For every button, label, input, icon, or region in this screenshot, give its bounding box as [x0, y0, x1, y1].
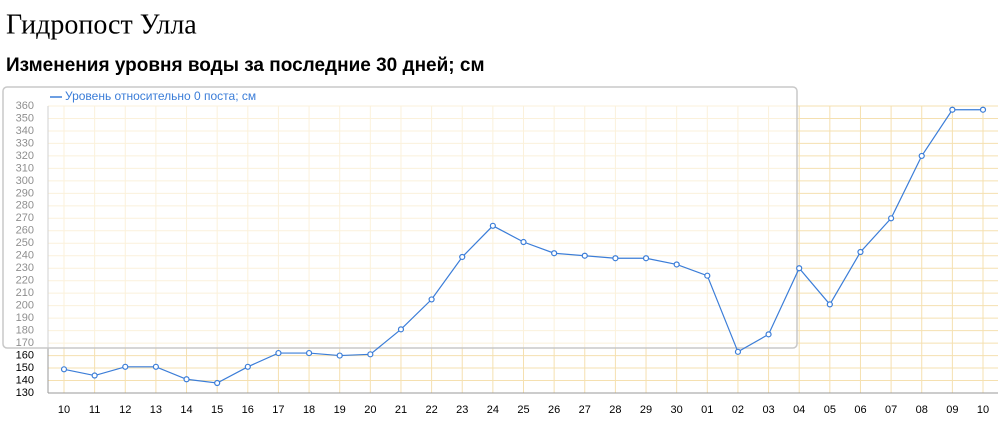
data-point [551, 250, 558, 257]
data-point [734, 348, 742, 355]
x-tick-label: 17 [272, 404, 284, 416]
x-tick-label: 18 [303, 404, 315, 416]
data-point [857, 248, 864, 256]
y-tick-label: 130 [16, 387, 34, 399]
data-point [152, 363, 159, 370]
x-tick-label: 12 [119, 404, 131, 416]
x-tick-label: 14 [180, 404, 192, 416]
data-point [336, 352, 343, 359]
legend-box [2, 86, 798, 349]
data-point [979, 106, 987, 113]
x-tick-label: 24 [487, 404, 499, 416]
x-tick-label: 05 [824, 404, 836, 416]
x-tick-label: 23 [456, 404, 468, 416]
data-point [704, 272, 711, 279]
x-tick-label: 19 [334, 404, 346, 416]
data-point [91, 372, 98, 379]
x-tick-label: 13 [150, 404, 162, 416]
data-point [796, 265, 803, 272]
x-tick-label: 22 [425, 404, 437, 416]
data-point [244, 363, 251, 370]
y-tick-label: 150 [16, 362, 34, 374]
data-point [949, 106, 956, 113]
x-tick-label: 20 [364, 404, 376, 416]
x-tick-label: 30 [671, 404, 683, 416]
x-tick-label: 10 [58, 404, 70, 416]
x-tick-label: 08 [916, 404, 928, 416]
x-tick-label: 09 [946, 404, 958, 416]
x-tick-label: 27 [579, 404, 591, 416]
chart-subtitle: Изменения уровня воды за последние 30 дн… [6, 55, 485, 76]
x-tick-label: 26 [548, 404, 560, 416]
x-tick-label: 11 [89, 404, 100, 416]
x-tick-label: 15 [211, 404, 223, 416]
legend-label: Уровень относительно 0 поста; см [65, 89, 256, 103]
data-point [60, 366, 68, 373]
x-tick-label: 02 [732, 404, 744, 416]
data-point [214, 379, 221, 387]
data-point [428, 296, 435, 303]
data-point [918, 152, 925, 160]
data-point [520, 238, 527, 246]
x-tick-label: 07 [885, 404, 897, 416]
y-tick-label: 160 [16, 349, 34, 361]
data-point [612, 255, 619, 262]
data-point [397, 326, 405, 333]
data-point [489, 222, 496, 229]
data-point [305, 349, 313, 357]
data-point [275, 349, 282, 357]
data-point [826, 301, 833, 308]
data-point [459, 253, 466, 261]
x-tick-label: 06 [854, 404, 866, 416]
data-point [642, 255, 650, 262]
chart-title: Гидропост Улла [6, 9, 197, 40]
x-tick-label: 29 [640, 404, 652, 416]
x-tick-label: 01 [701, 404, 713, 416]
x-tick-label: 28 [609, 404, 621, 416]
y-tick-label: 140 [16, 374, 34, 386]
data-point [581, 252, 588, 259]
x-tick-label: 10 [977, 404, 989, 416]
data-point [183, 376, 190, 383]
x-tick-label: 21 [395, 404, 407, 416]
data-point [122, 363, 129, 370]
data-point [673, 261, 680, 268]
data-point [765, 331, 772, 338]
x-tick-label: 03 [762, 404, 774, 416]
x-tick-label: 04 [793, 404, 805, 416]
x-tick-label: 16 [242, 404, 254, 416]
data-point [367, 351, 374, 358]
data-point [887, 215, 895, 222]
x-tick-label: 25 [517, 404, 529, 416]
